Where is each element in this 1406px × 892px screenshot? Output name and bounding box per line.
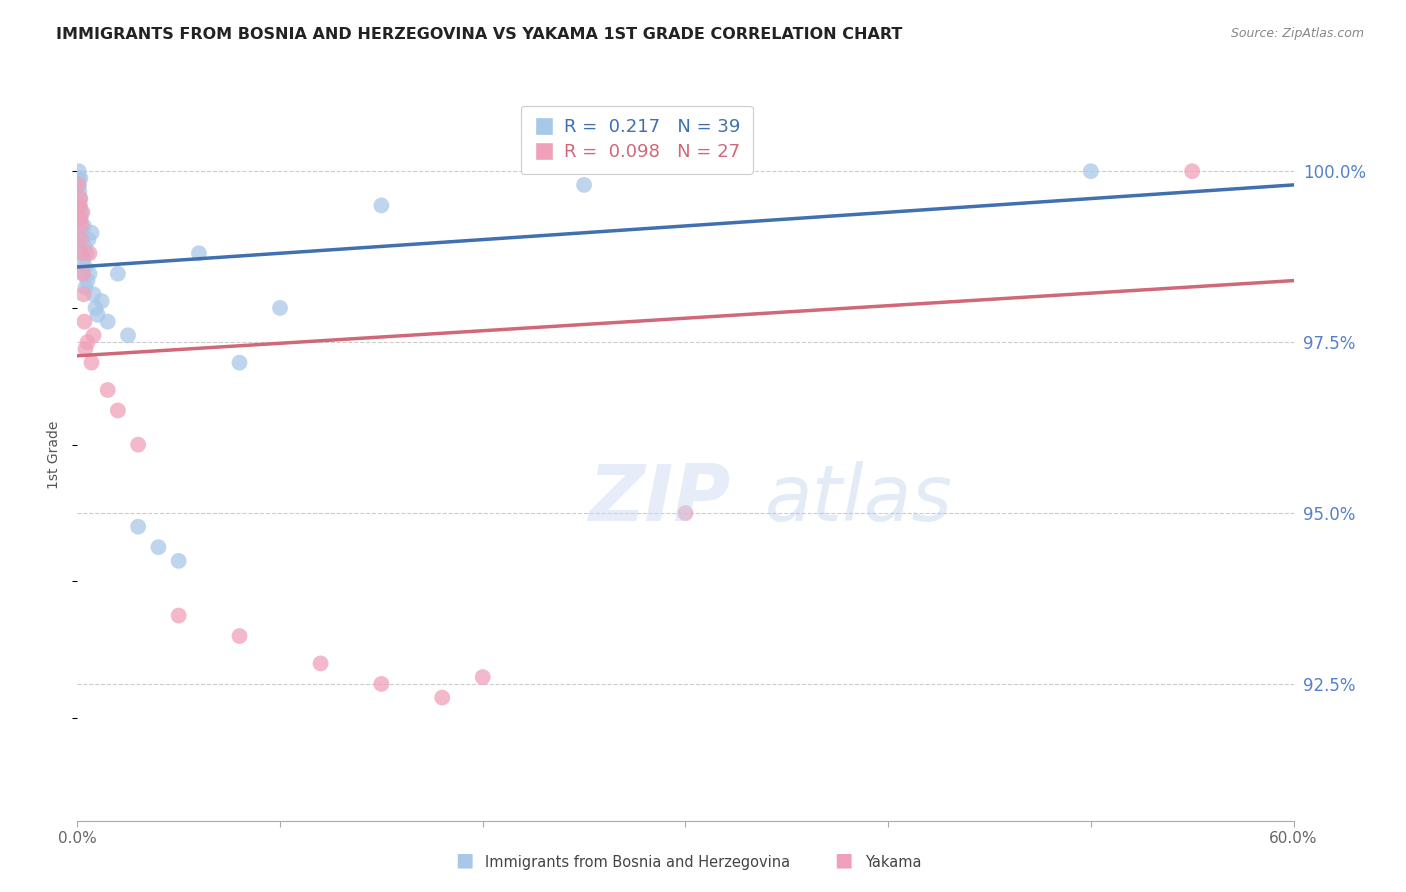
Point bbox=[70, 233, 93, 247]
Point bbox=[97, 315, 120, 329]
Point bbox=[70, 226, 93, 240]
Point bbox=[188, 246, 211, 260]
Point bbox=[73, 219, 96, 233]
Text: atlas: atlas bbox=[765, 461, 952, 537]
Point bbox=[80, 226, 103, 240]
Point bbox=[70, 246, 93, 260]
Point bbox=[1181, 164, 1204, 178]
Point bbox=[72, 253, 94, 268]
Point bbox=[127, 519, 149, 533]
Point bbox=[90, 294, 112, 309]
Point bbox=[167, 554, 190, 568]
Text: Immigrants from Bosnia and Herzegovina: Immigrants from Bosnia and Herzegovina bbox=[485, 855, 790, 870]
Text: Source: ZipAtlas.com: Source: ZipAtlas.com bbox=[1230, 27, 1364, 40]
Point bbox=[70, 246, 93, 260]
Point bbox=[167, 608, 190, 623]
Point bbox=[69, 198, 91, 212]
Point bbox=[83, 287, 105, 301]
Text: ■: ■ bbox=[454, 851, 474, 870]
Point bbox=[70, 219, 93, 233]
Point bbox=[79, 246, 101, 260]
Point bbox=[75, 342, 97, 356]
Point bbox=[84, 301, 107, 315]
Point bbox=[76, 335, 98, 350]
Point bbox=[83, 328, 105, 343]
Legend: R =  0.217   N = 39, R =  0.098   N = 27: R = 0.217 N = 39, R = 0.098 N = 27 bbox=[520, 105, 754, 174]
Point bbox=[228, 629, 250, 643]
Point bbox=[471, 670, 494, 684]
Point bbox=[69, 192, 91, 206]
Point bbox=[127, 438, 149, 452]
Text: IMMIGRANTS FROM BOSNIA AND HERZEGOVINA VS YAKAMA 1ST GRADE CORRELATION CHART: IMMIGRANTS FROM BOSNIA AND HERZEGOVINA V… bbox=[56, 27, 903, 42]
Point bbox=[107, 403, 129, 417]
Point bbox=[69, 212, 91, 227]
Point bbox=[370, 198, 392, 212]
Text: Yakama: Yakama bbox=[865, 855, 921, 870]
Point bbox=[72, 267, 94, 281]
Point bbox=[73, 239, 96, 253]
Point bbox=[72, 267, 94, 281]
Text: ZIP: ZIP bbox=[588, 461, 730, 537]
Point bbox=[69, 212, 91, 227]
Point bbox=[67, 178, 90, 192]
Point bbox=[72, 205, 94, 219]
Text: ■: ■ bbox=[834, 851, 853, 870]
Point bbox=[67, 171, 90, 186]
Point bbox=[430, 690, 453, 705]
Point bbox=[86, 308, 108, 322]
Point bbox=[75, 280, 97, 294]
Point bbox=[69, 171, 91, 186]
Point bbox=[67, 178, 90, 192]
Point bbox=[228, 356, 250, 370]
Point bbox=[97, 383, 120, 397]
Point bbox=[72, 233, 94, 247]
Y-axis label: 1st Grade: 1st Grade bbox=[48, 421, 62, 489]
Point bbox=[269, 301, 291, 315]
Point bbox=[675, 506, 697, 520]
Point bbox=[67, 198, 90, 212]
Point bbox=[148, 540, 170, 554]
Point bbox=[70, 205, 93, 219]
Point bbox=[309, 657, 332, 671]
Point bbox=[67, 185, 90, 199]
Point bbox=[79, 267, 101, 281]
Point bbox=[67, 164, 90, 178]
Point bbox=[73, 315, 96, 329]
Point bbox=[69, 192, 91, 206]
Point bbox=[1080, 164, 1102, 178]
Point bbox=[80, 356, 103, 370]
Point bbox=[117, 328, 139, 343]
Point bbox=[75, 246, 97, 260]
Point bbox=[73, 260, 96, 274]
Point bbox=[107, 267, 129, 281]
Point bbox=[572, 178, 595, 192]
Point bbox=[72, 287, 94, 301]
Point bbox=[77, 233, 100, 247]
Point bbox=[370, 677, 392, 691]
Point bbox=[76, 274, 98, 288]
